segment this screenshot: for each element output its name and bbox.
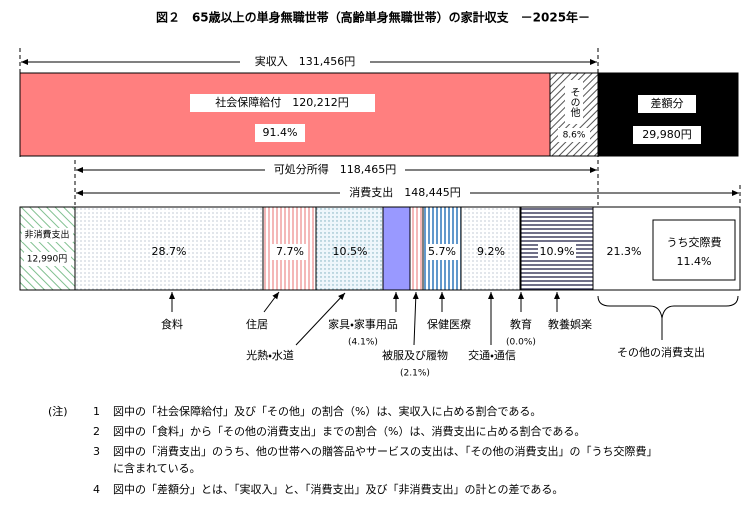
share-label: 9.2% (477, 245, 505, 258)
title: 図２ 65歳以上の単身無職世帯（高齢単身無職世帯）の家計収支 －2025年－ (156, 10, 590, 25)
label-bg (565, 80, 583, 124)
item-label: 保健医療 (427, 317, 471, 331)
item-label: 光熱・水道 (246, 348, 294, 362)
deficit-label: 差額分 (651, 96, 684, 110)
brace (597, 295, 739, 319)
share-label: 5.7% (428, 245, 456, 258)
label-bg (24, 252, 71, 266)
label-bg (633, 126, 701, 144)
item-label: 住居 (246, 317, 268, 331)
item-label: 被服及び履物 (382, 348, 448, 362)
income-label: 実収入 131,456円 (255, 55, 356, 68)
consumption-label: 消費支出 148,445円 (349, 185, 461, 199)
pointer (412, 291, 419, 346)
note-number: 3 (93, 445, 100, 458)
note-number: 2 (93, 425, 100, 438)
label-bg (538, 244, 576, 260)
item-label: 教養娯楽 (548, 317, 592, 331)
note-text: 図中の「差額分」とは、「実収入」と、「消費支出」及び「非消費支出」の計との差であ… (113, 482, 563, 496)
social-security-segment (19, 72, 551, 157)
pointer (295, 292, 346, 346)
social-expense-share: 11.4% (677, 255, 712, 268)
note-text: に含まれている。 (113, 462, 201, 475)
non-consumption-amount: 12,990円 (27, 254, 68, 265)
share-label: 10.5% (333, 245, 368, 258)
social-security-label: 社会保障給付 120,212円 (215, 95, 349, 109)
label-bg (272, 244, 308, 260)
note-text: 図中の「消費支出」のうち、他の世帯への贈答品やサービスの支出は、「その他の消費支… (113, 444, 658, 458)
share-label: 7.7% (276, 245, 304, 258)
pointer (263, 291, 280, 313)
label-bg (340, 185, 470, 201)
item-label: 交通・通信 (468, 348, 516, 362)
deficit-amount: 29,980円 (642, 128, 692, 141)
item-share: (2.1%) (400, 369, 430, 379)
label-bg (190, 94, 375, 112)
label-bg (426, 244, 458, 260)
disposable-label: 可処分所得 118,465円 (274, 162, 397, 176)
non-consumption-label: 非消費支出 (24, 229, 69, 241)
label-bg (638, 95, 696, 113)
share-label: 21.3% (607, 245, 642, 258)
label-bg (240, 54, 370, 70)
share-label: 28.7% (152, 245, 187, 258)
note-number: 4 (93, 483, 100, 496)
label-bg (265, 162, 405, 178)
clothing-segment (409, 206, 424, 291)
item-label: その他の消費支出 (617, 345, 705, 359)
note-number: 1 (93, 405, 100, 418)
label-bg (558, 128, 590, 142)
social-expense-box (652, 219, 736, 281)
label-bg (22, 228, 73, 242)
notes-marker: (注) (48, 405, 68, 418)
non-consumption-segment (19, 206, 76, 291)
food-segment (74, 206, 264, 291)
share-label: 10.9% (540, 245, 575, 258)
social-security-share: 91.4% (263, 126, 298, 139)
other-income-share: 8.6% (563, 131, 586, 141)
furniture-segment (382, 206, 411, 291)
item-label: 教育 (510, 318, 532, 331)
label-bg (255, 124, 305, 142)
transport-segment (460, 206, 521, 291)
item-label: 家具・家事用品 (328, 317, 398, 331)
other-income-label: その他 (568, 87, 580, 118)
item-share: (4.1%) (348, 338, 378, 348)
item-share: (0.0%) (506, 338, 536, 348)
social-expense-label: うち交際費 (667, 235, 722, 249)
note-text: 図中の「社会保障給付」及び「その他」の割合（%）は、実収入に占める割合である。 (113, 404, 541, 418)
note-text: 図中の「食料」から「その他の消費支出」までの割合（%）は、消費支出に占める割合で… (113, 424, 585, 438)
item-label: 食料 (161, 317, 183, 331)
